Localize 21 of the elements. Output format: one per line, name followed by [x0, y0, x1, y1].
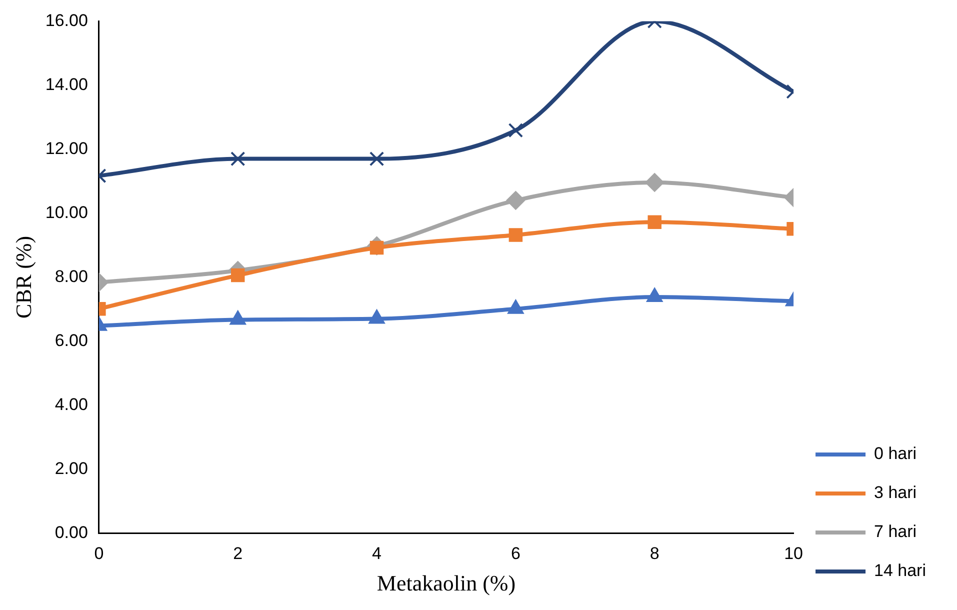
x-tick-label: 4 — [372, 544, 382, 564]
legend-label: 3 hari — [874, 483, 917, 502]
x-tick-label: 10 — [784, 544, 803, 564]
legend-label: 7 hari — [874, 522, 917, 542]
y-tick-label: 16.00 — [45, 10, 88, 30]
x-axis-title: Metakaolin (%) — [376, 570, 516, 596]
y-tick-label: 14.00 — [45, 74, 88, 94]
x-tick-label: 8 — [650, 544, 660, 564]
y-tick-label: 10.00 — [45, 202, 88, 222]
y-tick-label: 2.00 — [54, 458, 88, 478]
x-tick-label: 6 — [510, 544, 520, 564]
y-tick-label: 4.00 — [54, 394, 88, 414]
x-tick-label: 2 — [233, 544, 243, 564]
x-tick-label: 0 — [94, 544, 104, 564]
legend-label: 0 hari — [874, 444, 917, 464]
y-tick-label: 0.00 — [54, 522, 88, 542]
y-tick-label: 6.00 — [54, 330, 88, 350]
y-tick-label: 8.00 — [54, 266, 88, 286]
y-axis-title: CBR (%) — [10, 236, 36, 318]
y-tick-label: 12.00 — [45, 138, 88, 158]
legend-label: 14 hari — [874, 561, 926, 580]
